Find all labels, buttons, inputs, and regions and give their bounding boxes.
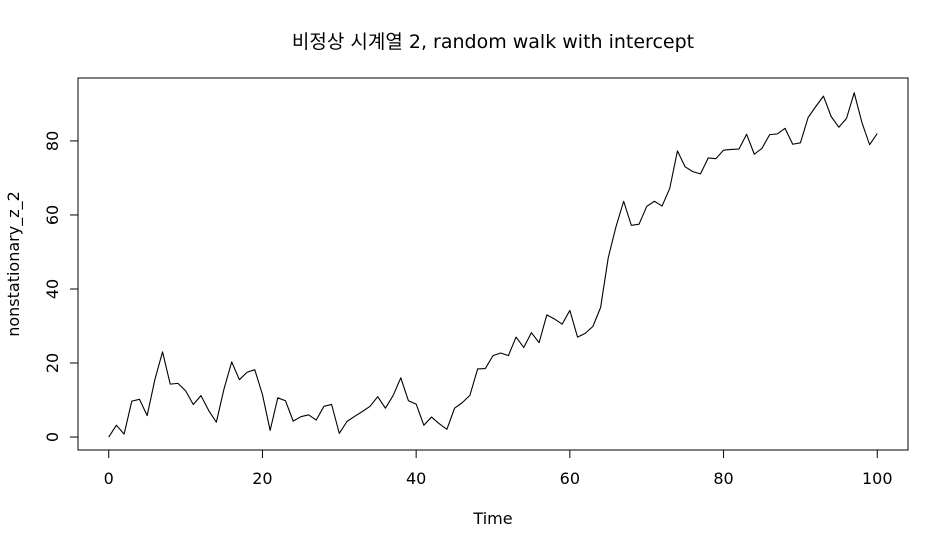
- chart-title: 비정상 시계열 2, random walk with intercept: [292, 31, 694, 53]
- series-line: [108, 92, 878, 438]
- y-tick-label: 40: [43, 279, 62, 299]
- y-tick-label: 80: [43, 131, 62, 151]
- x-tick-label: 80: [713, 469, 733, 488]
- y-tick-label: 60: [43, 205, 62, 225]
- x-axis-label: Time: [472, 509, 512, 528]
- x-tick-label: 100: [862, 469, 893, 488]
- y-tick-label: 0: [43, 432, 62, 442]
- x-axis: 0 20 40 60 80 100: [104, 449, 893, 488]
- plot-frame: [77, 77, 909, 451]
- x-tick-label: 60: [560, 469, 580, 488]
- x-tick-label: 0: [104, 469, 114, 488]
- x-tick-label: 20: [252, 469, 272, 488]
- y-axis: 0 20 40 60 80: [43, 131, 79, 442]
- y-axis-label: nonstationary_z_2: [4, 191, 24, 337]
- x-tick-label: 40: [406, 469, 426, 488]
- y-tick-label: 20: [43, 353, 62, 373]
